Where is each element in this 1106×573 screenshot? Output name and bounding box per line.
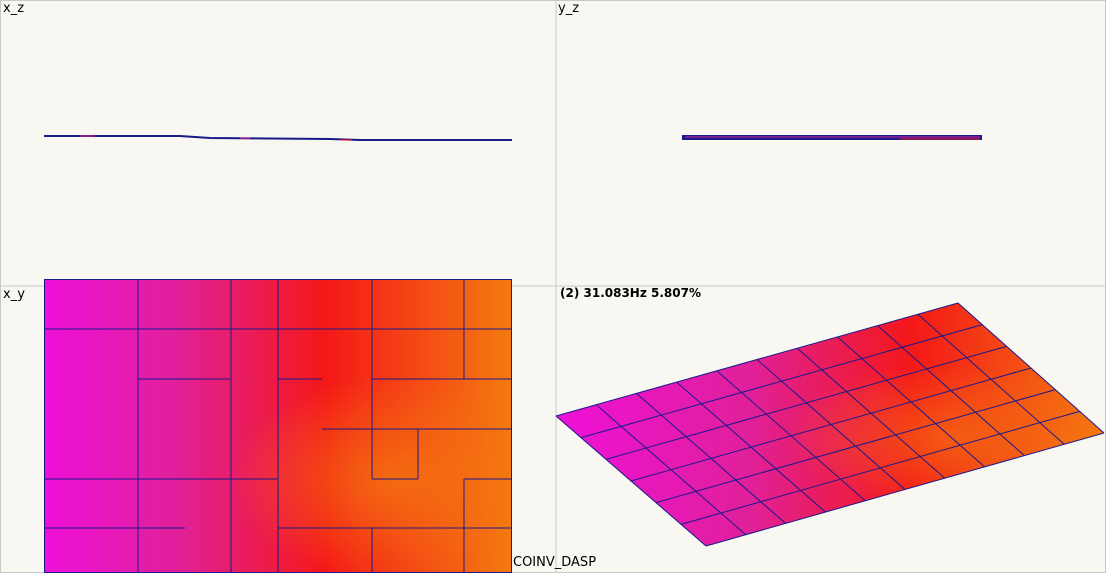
xz-view-label: x_z: [3, 1, 25, 16]
app-name-label: COINV_DASP: [513, 555, 597, 570]
yz-structure-edge: [682, 135, 982, 140]
iso-plate: [555, 302, 1105, 547]
xy-plate: [44, 279, 512, 573]
mode-info-label: (2) 31.083Hz 5.807%: [560, 286, 701, 300]
xz-structure-edge: [44, 135, 512, 141]
yz-view-label: y_z: [558, 1, 580, 16]
xy-view-label: x_y: [3, 287, 25, 302]
xy-mesh: [44, 279, 512, 573]
iso-mesh: [555, 302, 1105, 547]
